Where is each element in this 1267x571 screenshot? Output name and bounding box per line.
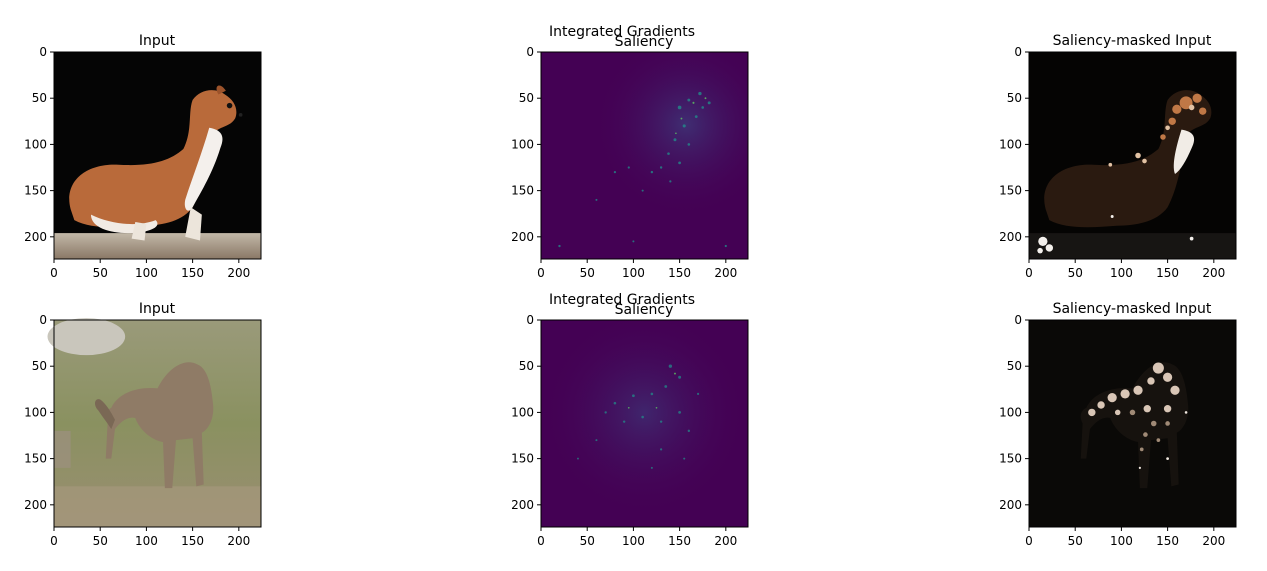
x-tick-label: 50 — [580, 266, 595, 280]
y-tick-label: 150 — [999, 452, 1022, 466]
panel-title-saliency-top-line2: Saliency — [615, 34, 674, 50]
y-tick-label: 200 — [999, 498, 1022, 512]
x-tick-label: 0 — [537, 534, 545, 548]
x-tick-label: 50 — [93, 266, 108, 280]
axes-panel-0: 0 50 100 150 200 0 50 100 150 200 — [24, 45, 262, 280]
masked-weasel-photo — [1029, 52, 1236, 259]
axes-panel-5: 0 50 100 150 200 0 50 100 150 200 — [999, 313, 1237, 548]
y-tick-label: 0 — [526, 45, 534, 59]
y-tick-label: 100 — [24, 405, 47, 419]
y-tick-label: 200 — [24, 498, 47, 512]
y-tick-label: 0 — [39, 313, 47, 327]
x-tick-label: 50 — [580, 534, 595, 548]
x-tick-label: 100 — [135, 266, 158, 280]
x-tick-label: 150 — [668, 266, 691, 280]
axes-layer: 0 50 100 150 200 0 50 100 150 200 0 50 100 150 200 0 50 1… — [24, 45, 1237, 548]
x-tick-label: 150 — [181, 534, 204, 548]
x-tick-label: 150 — [181, 266, 204, 280]
panel-title-saliency-top-line1: Integrated Gradients — [549, 24, 695, 40]
axes-frame — [540, 319, 749, 528]
y-tick-label: 50 — [32, 359, 47, 373]
axes-panel-1: 0 50 100 150 200 0 50 100 150 200 — [511, 45, 749, 280]
y-tick-label: 100 — [24, 137, 47, 151]
x-tick-label: 0 — [1025, 534, 1033, 548]
x-tick-label: 100 — [1110, 266, 1133, 280]
saliency-map-weasel — [541, 52, 748, 259]
y-tick-label: 200 — [999, 230, 1022, 244]
x-tick-label: 50 — [1068, 266, 1083, 280]
x-tick-label: 100 — [1110, 534, 1133, 548]
axes-frame — [540, 51, 749, 260]
x-tick-label: 0 — [50, 266, 58, 280]
panel-title-input-top: Input — [139, 33, 176, 49]
x-tick-label: 200 — [227, 266, 250, 280]
x-tick-label: 150 — [1156, 266, 1179, 280]
camel-photo — [47, 318, 261, 527]
x-tick-label: 0 — [537, 266, 545, 280]
x-tick-label: 100 — [622, 534, 645, 548]
weasel-photo — [54, 52, 261, 259]
x-tick-label: 200 — [1202, 266, 1225, 280]
y-tick-label: 200 — [24, 230, 47, 244]
x-tick-label: 150 — [668, 534, 691, 548]
x-tick-label: 0 — [1025, 266, 1033, 280]
panel-title-input-bottom: Input — [139, 301, 176, 317]
y-tick-label: 50 — [1007, 91, 1022, 105]
y-tick-label: 150 — [511, 184, 534, 198]
y-tick-label: 150 — [999, 184, 1022, 198]
y-tick-label: 200 — [511, 498, 534, 512]
y-tick-label: 0 — [1014, 45, 1022, 59]
y-tick-label: 200 — [511, 230, 534, 244]
y-tick-label: 100 — [511, 137, 534, 151]
y-tick-label: 0 — [526, 313, 534, 327]
axes-frame — [53, 319, 262, 528]
y-tick-label: 100 — [511, 405, 534, 419]
x-tick-label: 50 — [1068, 534, 1083, 548]
y-tick-label: 100 — [999, 137, 1022, 151]
x-tick-label: 200 — [714, 266, 737, 280]
x-tick-label: 200 — [714, 534, 737, 548]
axes-panel-2: 0 50 100 150 200 0 50 100 150 200 — [999, 45, 1237, 280]
panel-title-masked-bottom: Saliency-masked Input — [1053, 301, 1212, 317]
panel-title-saliency-bottom-line1: Integrated Gradients — [549, 292, 695, 308]
y-tick-label: 150 — [24, 184, 47, 198]
y-tick-label: 50 — [519, 359, 534, 373]
masked-camel-photo — [1029, 320, 1236, 527]
panel-title-saliency-bottom-line2: Saliency — [615, 302, 674, 318]
x-tick-label: 0 — [50, 534, 58, 548]
saliency-map-camel — [541, 320, 748, 527]
x-tick-label: 200 — [1202, 534, 1225, 548]
y-tick-label: 100 — [999, 405, 1022, 419]
y-tick-label: 50 — [32, 91, 47, 105]
x-tick-label: 50 — [93, 534, 108, 548]
y-tick-label: 50 — [519, 91, 534, 105]
axes-panel-3: 0 50 100 150 200 0 50 100 150 200 — [24, 313, 262, 548]
panel-title-masked-top: Saliency-masked Input — [1053, 33, 1212, 49]
axes-panel-4: 0 50 100 150 200 0 50 100 150 200 — [511, 313, 749, 548]
y-tick-label: 150 — [24, 452, 47, 466]
axes-frame — [53, 51, 262, 260]
axes-frame — [1028, 51, 1237, 260]
x-tick-label: 100 — [622, 266, 645, 280]
x-tick-label: 200 — [227, 534, 250, 548]
y-tick-label: 0 — [39, 45, 47, 59]
y-tick-label: 50 — [1007, 359, 1022, 373]
y-tick-label: 150 — [511, 452, 534, 466]
y-tick-label: 0 — [1014, 313, 1022, 327]
axes-frame — [1028, 319, 1237, 528]
x-tick-label: 100 — [135, 534, 158, 548]
x-tick-label: 150 — [1156, 534, 1179, 548]
